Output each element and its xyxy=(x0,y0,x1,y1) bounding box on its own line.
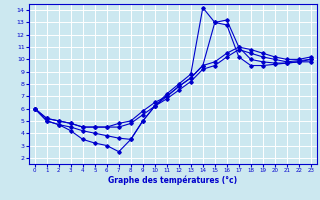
X-axis label: Graphe des températures (°c): Graphe des températures (°c) xyxy=(108,176,237,185)
